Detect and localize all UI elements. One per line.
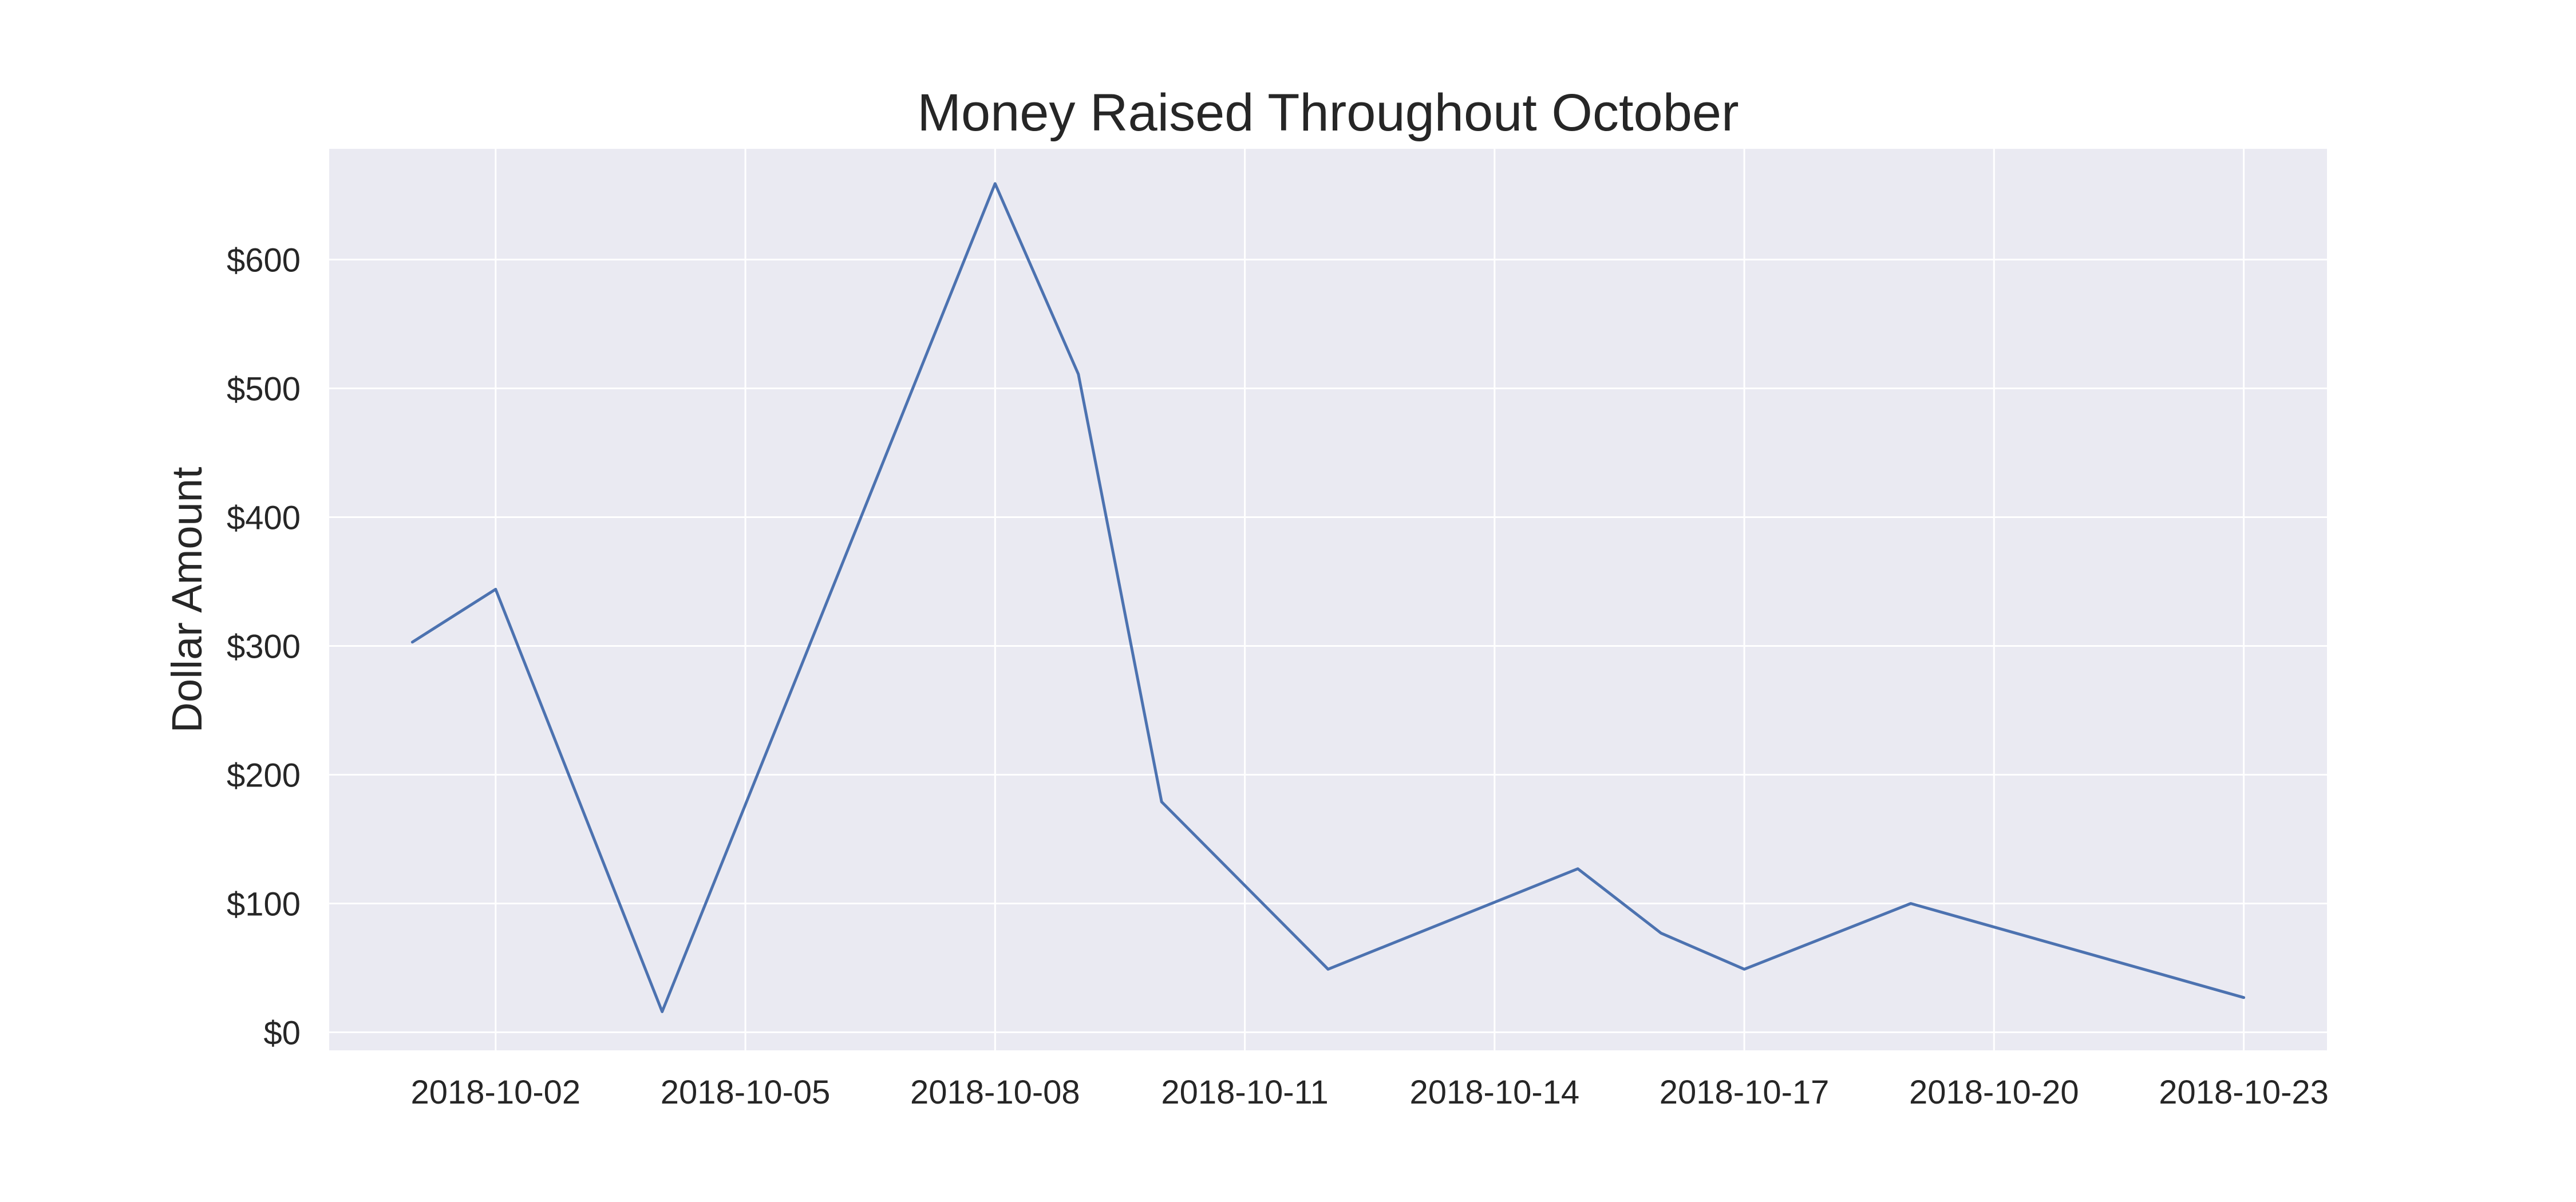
x-tick-label: 2018-10-14 <box>1409 1074 1579 1111</box>
plot-area <box>329 149 2327 1050</box>
chart-title: Money Raised Throughout October <box>917 84 1739 142</box>
y-tick-label: $300 <box>227 628 301 666</box>
x-tick-label: 2018-10-20 <box>1909 1074 2079 1111</box>
y-tick-label: $100 <box>227 886 301 923</box>
x-tick-label: 2018-10-02 <box>410 1074 580 1111</box>
x-tick-label: 2018-10-08 <box>910 1074 1080 1111</box>
y-tick-labels: $0 $100 $200 $300 $400 $500 $600 <box>227 242 301 1052</box>
x-tick-labels: 2018-10-02 2018-10-05 2018-10-08 2018-10-11… <box>410 1074 2328 1111</box>
y-tick-label: $500 <box>227 371 301 408</box>
x-tick-label: 2018-10-17 <box>1660 1074 1830 1111</box>
x-tick-label: 2018-10-23 <box>2159 1074 2329 1111</box>
y-tick-label: $200 <box>227 757 301 794</box>
y-tick-label: $400 <box>227 500 301 537</box>
x-tick-label: 2018-10-05 <box>661 1074 831 1111</box>
y-tick-label: $600 <box>227 242 301 279</box>
series-line <box>410 182 2246 1013</box>
y-axis-label: Dollar Amount <box>163 466 211 733</box>
x-tick-label: 2018-10-11 <box>1161 1074 1328 1111</box>
grid-lines <box>329 149 2327 1050</box>
y-tick-label: $0 <box>263 1015 301 1052</box>
